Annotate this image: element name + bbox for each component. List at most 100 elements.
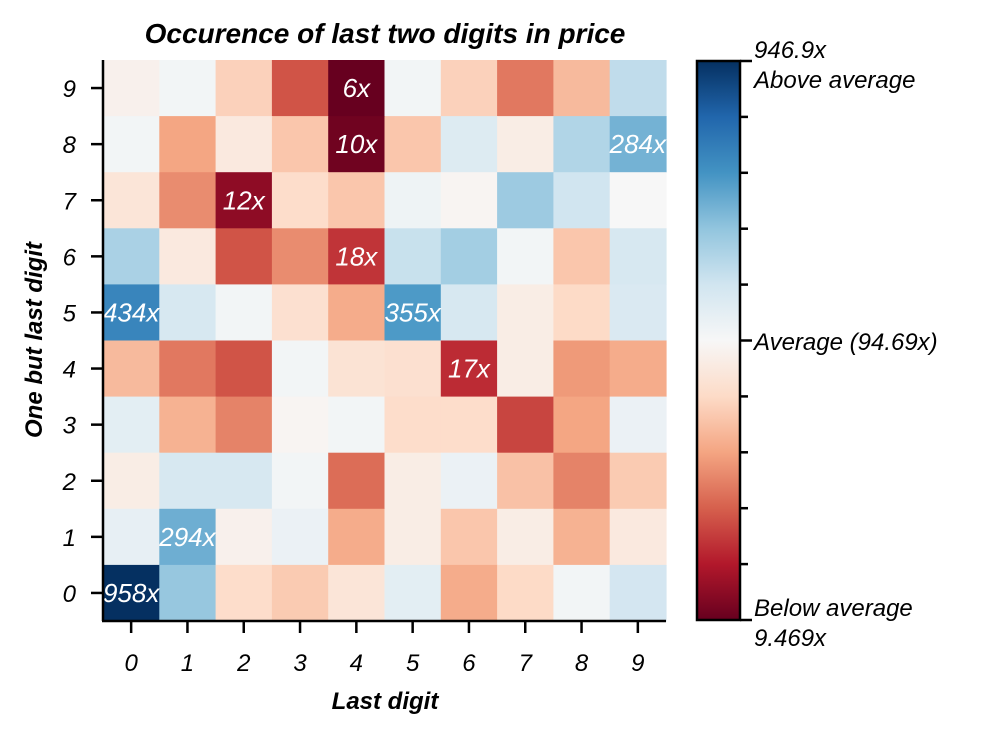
x-tick-label: 8 <box>575 650 589 677</box>
heatmap-cell-1-4 <box>328 508 386 566</box>
heatmap-cell-4-8 <box>553 340 611 398</box>
heatmap-cell-1-8 <box>553 508 611 566</box>
heatmap-cell-7-9 <box>609 172 667 229</box>
heatmap-cell-2-8 <box>553 452 611 510</box>
y-tick-label: 8 <box>63 132 77 159</box>
y-tick-label: 5 <box>63 300 77 327</box>
heatmap-cell-8-3 <box>271 116 329 173</box>
heatmap-cell-6-9 <box>609 228 667 285</box>
x-tick-label: 1 <box>181 650 194 677</box>
heatmap-cell-5-6 <box>440 284 498 342</box>
heatmap-cell-6-2 <box>215 228 273 285</box>
heatmap-cell-0-1 <box>159 564 217 622</box>
heatmap-cell-2-4 <box>328 452 386 510</box>
heatmap-cells <box>103 60 667 622</box>
cell-annotation-8-9: 284x <box>609 129 667 159</box>
heatmap-cell-8-6 <box>440 116 498 173</box>
heatmap-cell-8-9 <box>609 116 667 173</box>
heatmap-cell-9-3 <box>271 60 329 117</box>
colorbar-bottom-label: Below average <box>754 595 913 622</box>
cell-annotation-5-5: 355x <box>384 297 441 327</box>
y-axis-label: One but last digit <box>21 241 48 438</box>
colorbar-top-label: Above average <box>752 67 915 94</box>
heatmap-cell-7-3 <box>271 172 329 229</box>
heatmap-cell-2-3 <box>271 452 329 510</box>
heatmap-cell-8-1 <box>159 116 217 173</box>
x-tick-label: 9 <box>631 650 644 677</box>
heatmap-cell-9-0 <box>103 60 160 117</box>
heatmap-cell-9-4 <box>328 60 386 117</box>
heatmap-cell-6-0 <box>103 228 160 285</box>
heatmap-cell-7-8 <box>553 172 611 229</box>
heatmap-cell-6-6 <box>440 228 498 285</box>
heatmap-cell-6-7 <box>497 228 554 285</box>
cell-annotation-5-0: 434x <box>103 297 160 327</box>
cell-annotation-9-4: 6x <box>343 73 371 103</box>
heatmap-cell-3-7 <box>497 396 554 454</box>
heatmap-cell-4-9 <box>609 340 667 398</box>
y-ticks: 0 1 2 3 4 5 6 7 8 9 <box>62 76 103 608</box>
heatmap-cell-1-2 <box>215 508 273 566</box>
heatmap-cell-4-7 <box>497 340 554 398</box>
heatmap-cell-7-6 <box>440 172 498 229</box>
x-axis-label: Last digit <box>332 688 440 715</box>
heatmap-cell-3-1 <box>159 396 217 454</box>
x-tick-label: 3 <box>293 650 307 677</box>
heatmap-cell-7-7 <box>497 172 554 229</box>
x-tick-label: 2 <box>236 650 250 677</box>
heatmap-cell-8-8 <box>553 116 611 173</box>
heatmap-cell-8-7 <box>497 116 554 173</box>
heatmap-cell-3-4 <box>328 396 386 454</box>
cell-annotation-8-4: 10x <box>335 129 378 159</box>
heatmap-cell-7-0 <box>103 172 160 229</box>
heatmap-cell-5-9 <box>609 284 667 342</box>
colorbar-middle-label: Average (94.69x) <box>752 329 938 356</box>
heatmap-cell-2-1 <box>159 452 217 510</box>
cell-annotation-7-2: 12x <box>223 185 266 215</box>
heatmap-cell-5-1 <box>159 284 217 342</box>
heatmap-cell-4-5 <box>384 340 442 398</box>
heatmap-cell-2-2 <box>215 452 273 510</box>
heatmap-cell-3-5 <box>384 396 442 454</box>
heatmap-cell-6-8 <box>553 228 611 285</box>
heatmap-cell-0-3 <box>271 564 329 622</box>
y-tick-label: 2 <box>62 469 76 496</box>
cell-annotation-6-4: 18x <box>335 241 378 271</box>
y-tick-label: 0 <box>63 581 77 608</box>
heatmap-cell-9-1 <box>159 60 217 117</box>
heatmap-cell-6-3 <box>271 228 329 285</box>
heatmap-cell-9-8 <box>553 60 611 117</box>
y-tick-label: 1 <box>63 525 76 552</box>
x-tick-label: 7 <box>519 650 534 677</box>
heatmap-cell-4-6 <box>440 340 498 398</box>
x-tick-label: 0 <box>124 650 138 677</box>
y-tick-label: 7 <box>63 188 78 215</box>
y-tick-label: 3 <box>63 413 77 440</box>
heatmap-cell-9-7 <box>497 60 554 117</box>
heatmap-cell-7-4 <box>328 172 386 229</box>
heatmap-cell-1-0 <box>103 508 160 566</box>
cell-annotation-1-1: 294x <box>158 522 216 552</box>
heatmap-cell-2-9 <box>609 452 667 510</box>
x-tick-label: 5 <box>406 650 420 677</box>
heatmap-cell-5-2 <box>215 284 273 342</box>
heatmap-cell-3-2 <box>215 396 273 454</box>
heatmap-cell-0-5 <box>384 564 442 622</box>
heatmap-cell-8-5 <box>384 116 442 173</box>
heatmap-cell-1-9 <box>609 508 667 566</box>
heatmap-cell-1-7 <box>497 508 554 566</box>
heatmap-cell-2-5 <box>384 452 442 510</box>
heatmap-cell-5-5 <box>384 284 442 342</box>
colorbar-ticks <box>740 59 752 622</box>
heatmap-cell-0-6 <box>440 564 498 622</box>
heatmap-cell-2-0 <box>103 452 160 510</box>
heatmap-cell-9-2 <box>215 60 273 117</box>
heatmap-cell-8-4 <box>328 116 386 173</box>
heatmap-cell-8-0 <box>103 116 160 173</box>
heatmap-cell-7-5 <box>384 172 442 229</box>
heatmap-cell-3-6 <box>440 396 498 454</box>
heatmap-cell-9-6 <box>440 60 498 117</box>
heatmap-cell-3-8 <box>553 396 611 454</box>
heatmap-cell-4-4 <box>328 340 386 398</box>
